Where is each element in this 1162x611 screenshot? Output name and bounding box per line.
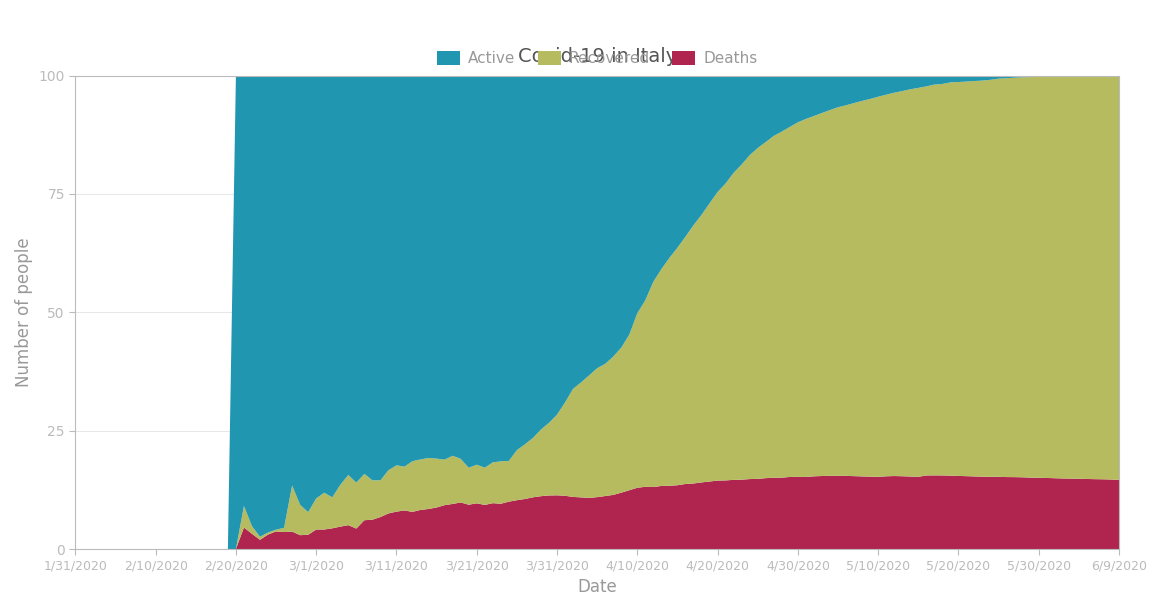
X-axis label: Date: Date (578, 578, 617, 596)
Legend: Active, Recovered, Deaths: Active, Recovered, Deaths (431, 45, 763, 73)
Y-axis label: Number of people: Number of people (15, 238, 33, 387)
Title: Covid-19 in Italy: Covid-19 in Italy (517, 46, 676, 65)
